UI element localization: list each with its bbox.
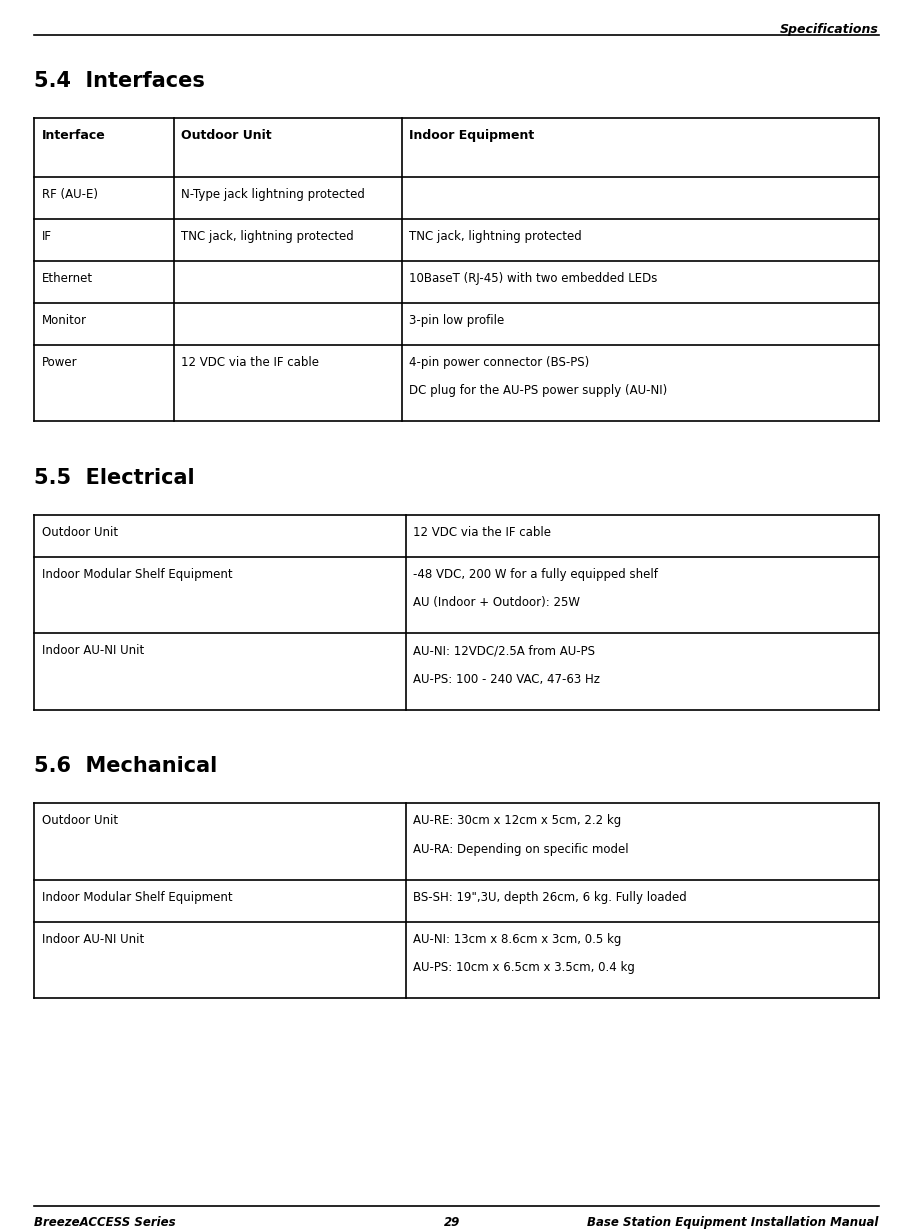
Text: 5.6  Mechanical: 5.6 Mechanical [34,756,218,776]
Text: AU-PS: 100 - 240 VAC, 47-63 Hz: AU-PS: 100 - 240 VAC, 47-63 Hz [413,673,600,685]
Text: 5.4  Interfaces: 5.4 Interfaces [34,71,205,91]
Text: Ethernet: Ethernet [42,272,93,286]
Text: IF: IF [42,230,51,244]
Text: Interface: Interface [42,129,106,143]
Text: Indoor Equipment: Indoor Equipment [408,129,534,143]
Text: AU-PS: 10cm x 6.5cm x 3.5cm, 0.4 kg: AU-PS: 10cm x 6.5cm x 3.5cm, 0.4 kg [413,961,634,973]
Text: Indoor Modular Shelf Equipment: Indoor Modular Shelf Equipment [42,891,232,904]
Text: Indoor AU-NI Unit: Indoor AU-NI Unit [42,644,144,658]
Text: Power: Power [42,356,77,370]
Text: 29: 29 [443,1216,460,1230]
Text: Outdoor Unit: Outdoor Unit [42,526,117,540]
Text: TNC jack, lightning protected: TNC jack, lightning protected [408,230,581,244]
Text: AU-NI: 13cm x 8.6cm x 3cm, 0.5 kg: AU-NI: 13cm x 8.6cm x 3cm, 0.5 kg [413,933,620,946]
Text: AU-NI: 12VDC/2.5A from AU-PS: AU-NI: 12VDC/2.5A from AU-PS [413,644,594,658]
Text: 5.5  Electrical: 5.5 Electrical [34,468,195,488]
Text: BreezeACCESS Series: BreezeACCESS Series [34,1216,176,1230]
Text: Indoor Modular Shelf Equipment: Indoor Modular Shelf Equipment [42,568,232,582]
Text: Outdoor Unit: Outdoor Unit [42,814,117,828]
Text: DC plug for the AU-PS power supply (AU-NI): DC plug for the AU-PS power supply (AU-N… [408,384,666,397]
Text: TNC jack, lightning protected: TNC jack, lightning protected [181,230,353,244]
Text: N-Type jack lightning protected: N-Type jack lightning protected [181,188,365,202]
Text: Indoor AU-NI Unit: Indoor AU-NI Unit [42,933,144,946]
Text: Base Station Equipment Installation Manual: Base Station Equipment Installation Manu… [587,1216,878,1230]
Text: -48 VDC, 200 W for a fully equipped shelf: -48 VDC, 200 W for a fully equipped shel… [413,568,657,582]
Text: AU-RE: 30cm x 12cm x 5cm, 2.2 kg: AU-RE: 30cm x 12cm x 5cm, 2.2 kg [413,814,620,828]
Text: AU-RA: Depending on specific model: AU-RA: Depending on specific model [413,843,628,855]
Text: 3-pin low profile: 3-pin low profile [408,314,504,328]
Text: Specifications: Specifications [779,23,878,37]
Text: 4-pin power connector (BS-PS): 4-pin power connector (BS-PS) [408,356,589,370]
Text: AU (Indoor + Outdoor): 25W: AU (Indoor + Outdoor): 25W [413,596,580,609]
Text: RF (AU-E): RF (AU-E) [42,188,98,202]
Text: Outdoor Unit: Outdoor Unit [181,129,271,143]
Text: 12 VDC via the IF cable: 12 VDC via the IF cable [181,356,319,370]
Text: Monitor: Monitor [42,314,87,328]
Text: BS-SH: 19",3U, depth 26cm, 6 kg. Fully loaded: BS-SH: 19",3U, depth 26cm, 6 kg. Fully l… [413,891,686,904]
Text: 12 VDC via the IF cable: 12 VDC via the IF cable [413,526,551,540]
Text: 10BaseT (RJ-45) with two embedded LEDs: 10BaseT (RJ-45) with two embedded LEDs [408,272,656,286]
